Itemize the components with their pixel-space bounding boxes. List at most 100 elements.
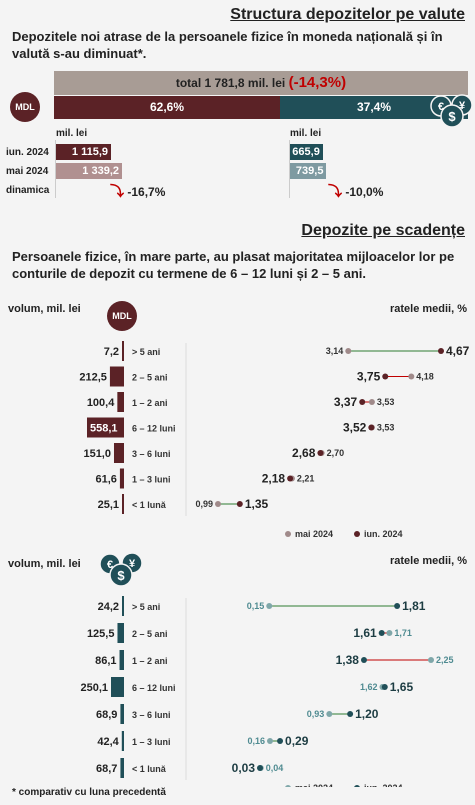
category-label: > 5 ani (132, 602, 160, 612)
chart2-right-label: ratele medii, % (389, 555, 467, 567)
footnote: * comparativ cu luna precedentă (12, 787, 166, 798)
rate-jun-label: 4,67 (446, 344, 470, 358)
section1-title: Structura depozitelor pe valute (230, 6, 465, 23)
svg-text:€: € (107, 559, 113, 571)
volume-label: 125,5 (87, 628, 115, 640)
rate-jun-point (394, 603, 401, 609)
axis-line-left (55, 140, 56, 198)
volume-label: 42,4 (97, 736, 119, 748)
legend-jun-label: iun. 2024 (364, 529, 403, 539)
axis-line-right (289, 140, 290, 198)
svg-text:¥: ¥ (129, 558, 136, 570)
rate-may-point (215, 501, 221, 507)
rate-jun-label: 1,65 (390, 680, 414, 694)
volume-bar (119, 650, 124, 670)
category-label: 6 – 12 luni (132, 683, 176, 693)
category-label: < 1 lună (132, 764, 167, 774)
rate-jun-point (287, 475, 294, 482)
rate-may-label: 2,25 (436, 655, 454, 665)
row-label-may: mai 2024 (6, 166, 49, 177)
volume-bar (87, 417, 124, 438)
volume-bar (122, 596, 124, 616)
rate-jun-label: 1,61 (353, 626, 377, 640)
rate-jun-point (360, 657, 367, 663)
rate-may-point (386, 630, 393, 636)
category-label: 1 – 3 luni (132, 737, 171, 747)
fx-dynamics: ⤵ -10,0% (328, 183, 384, 199)
rate-may-label: 3,53 (377, 397, 395, 407)
rate-may-label: 1,71 (394, 628, 412, 638)
volume-bar (122, 494, 124, 514)
fx-bar-may: 739,5 (290, 163, 327, 179)
volume-label: 24,2 (98, 601, 119, 613)
rate-may-label: 4,18 (416, 372, 434, 382)
category-label: 3 – 6 luni (132, 449, 171, 459)
rate-may-point (326, 711, 333, 717)
volume-bar (120, 758, 124, 778)
volume-bar (119, 468, 124, 489)
rate-jun-point (277, 738, 284, 744)
rate-jun-label: 2,18 (262, 472, 286, 486)
legend-may-label: mai 2024 (295, 529, 333, 539)
volume-label: 68,9 (96, 709, 117, 721)
rate-may-point (428, 657, 434, 663)
category-label: 1 – 2 ani (132, 398, 168, 408)
share-fx-bar: 37,4% (280, 96, 468, 119)
rate-may-label: 0,04 (266, 763, 284, 773)
category-label: 1 – 2 ani (132, 656, 168, 666)
mdl-dynamics: ⤵ -16,7% (110, 183, 166, 199)
volume-label: 61,6 (95, 474, 116, 486)
rate-jun-label: 0,03 (232, 761, 256, 775)
rate-jun-label: 3,37 (334, 395, 358, 409)
rate-may-label: 2,70 (327, 448, 345, 458)
volume-label: 558,1 (90, 423, 118, 435)
chart-fx-maturity: 24,2 > 5 ani 0,15 1,81 125,5 2 – 5 ani 1,71 1,6… (80, 596, 454, 787)
category-label: 2 – 5 ani (132, 629, 168, 639)
rate-jun-point (438, 348, 444, 354)
rate-may-label: 0,16 (247, 736, 265, 746)
rate-jun-point (381, 684, 388, 690)
section2-title: Depozite pe scadențe (301, 222, 465, 239)
mdl-bar-may: 1 339,2 (56, 163, 122, 179)
rate-jun-point (236, 501, 243, 507)
row-label-jun: iun. 2024 (6, 147, 49, 158)
legend-jun-swatch (354, 785, 360, 787)
rate-jun-point (382, 373, 389, 380)
chart-mdl-maturity: 7,2 > 5 ani 3,14 4,67 212,5 2 – 5 ani 4,18 3,75… (79, 341, 470, 539)
svg-text:$: $ (117, 568, 125, 583)
category-label: 2 – 5 ani (132, 373, 168, 383)
rate-jun-label: 1,20 (355, 707, 379, 721)
rate-may-point (408, 373, 415, 380)
rate-jun-point (359, 399, 366, 405)
legend-jun-label: iun. 2024 (364, 783, 403, 787)
rate-may-label: 0,15 (247, 601, 265, 611)
rate-may-label: 2,21 (297, 474, 315, 484)
volume-label: 7,2 (104, 346, 119, 358)
volume-bar (117, 392, 124, 412)
volume-label: 100,4 (87, 397, 115, 409)
volume-bar (117, 623, 124, 643)
rate-may-point (368, 399, 375, 405)
svg-text:€: € (438, 101, 444, 113)
category-label: 3 – 6 luni (132, 710, 171, 720)
category-label: > 5 ani (132, 347, 160, 357)
rate-jun-label: 1,81 (402, 599, 426, 613)
volume-label: 212,5 (79, 372, 107, 384)
total-change: (-14,3%) (288, 74, 347, 91)
rate-may-label: 3,14 (326, 346, 344, 356)
down-arrow-icon: ⤵ (328, 183, 342, 199)
rate-jun-point (378, 630, 385, 636)
volume-bar (121, 731, 124, 751)
volume-bar (109, 366, 124, 387)
category-label: < 1 lună (132, 500, 167, 510)
chart2-left-label: volum, mil. lei (8, 558, 81, 570)
category-label: 6 – 12 luni (132, 424, 176, 434)
rate-may-label: 0,99 (195, 499, 213, 509)
volume-bar (111, 677, 124, 697)
rate-jun-point (257, 765, 263, 771)
unit-left: mil. lei (56, 128, 88, 139)
rate-may-label: 0,93 (307, 709, 325, 719)
down-arrow-icon: ⤵ (110, 183, 124, 199)
legend-may-swatch (285, 785, 291, 787)
volume-label: 68,7 (96, 763, 117, 775)
